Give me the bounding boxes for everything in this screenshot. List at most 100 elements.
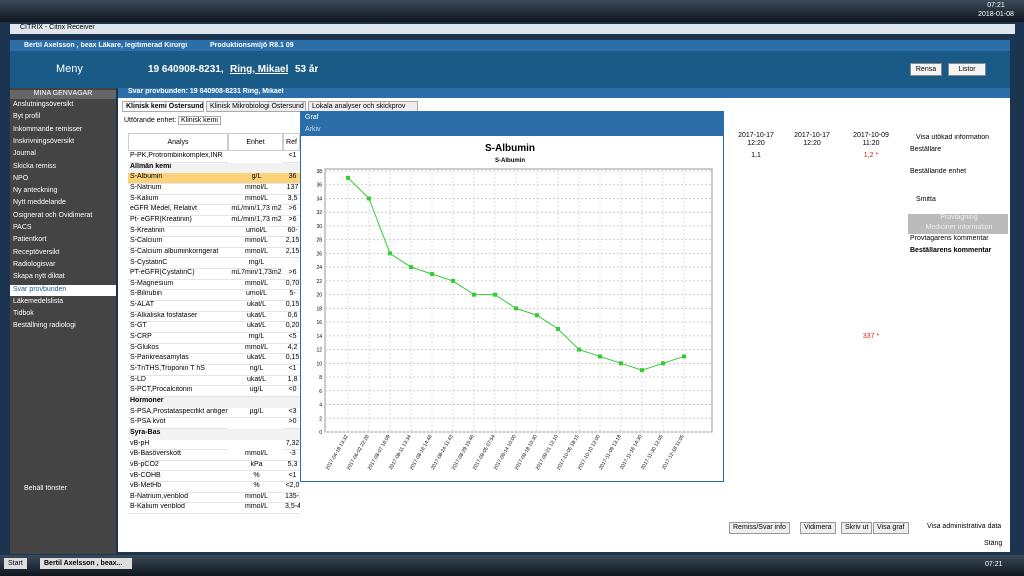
- result-cell: 1,1: [751, 152, 761, 159]
- table-cell: <3: [283, 408, 300, 419]
- table-cell: S-PCT,Procalcitonin: [128, 386, 228, 397]
- graph-menu[interactable]: Arkiv: [301, 124, 723, 136]
- lists-button[interactable]: Listor: [948, 63, 986, 76]
- table-cell: mL/min/1,73 m2: [228, 205, 283, 216]
- side-field[interactable]: Provtagning: [908, 214, 1008, 224]
- table-cell: 0,70: [283, 280, 300, 291]
- y-tick-label: 18: [316, 306, 322, 312]
- table-cell: S-GT: [128, 322, 228, 334]
- taskbar-time: 07:21: [985, 561, 1003, 568]
- table-cell: vB-pH: [128, 440, 228, 451]
- table-cell: S-Pankreasamylas: [128, 354, 228, 365]
- sidebar-item[interactable]: Journal: [13, 150, 36, 158]
- group-row: Hormoner: [128, 396, 300, 408]
- sidebar-item[interactable]: Byt profil: [13, 113, 41, 121]
- table-cell: kPa: [228, 461, 283, 472]
- y-tick-label: 12: [316, 348, 322, 354]
- table-cell: 4,2: [283, 344, 300, 355]
- sidebar-item[interactable]: Inkommande remisser: [13, 125, 83, 133]
- action-button[interactable]: Skriv ut: [841, 522, 873, 534]
- sidebar-item[interactable]: Tidbok: [13, 310, 34, 318]
- table-cell: <1: [283, 472, 300, 483]
- sidebar-item[interactable]: NPÖ: [13, 174, 29, 182]
- chart-title: S-Albumin: [485, 143, 535, 154]
- table-cell: <0: [283, 386, 300, 397]
- table-cell: mL7min/1,73m2: [228, 269, 283, 280]
- task-button[interactable]: Bertil Axelsson , beax...: [40, 558, 132, 569]
- x-tick-label: 2017-08-16 14:46: [409, 434, 434, 471]
- start-button[interactable]: Start: [4, 558, 27, 569]
- table-cell: 1,8: [283, 376, 300, 387]
- table-cell: 36: [283, 173, 300, 184]
- side-field[interactable]: Mediciner information: [908, 224, 1008, 234]
- patient-name: Ring, Mikael: [230, 64, 289, 75]
- side-field[interactable]: Beställarens kommentar: [910, 247, 992, 254]
- x-tick-label: 2017-09-18 10:30: [514, 434, 539, 471]
- table-cell: S-PSA kvot: [128, 418, 228, 429]
- sidebar-title: MINA GENVÄGAR: [10, 90, 116, 99]
- table-cell: vB-COHB: [128, 472, 228, 483]
- x-tick-label: 2017-11-16 14:30: [619, 434, 644, 471]
- result-header: 11:20: [862, 140, 880, 147]
- tab[interactable]: Klinisk kemi Östersund: [122, 101, 204, 112]
- table-cell: mmol/L: [228, 280, 283, 291]
- table-cell: S-Glukos: [128, 344, 228, 355]
- table-cell: <5: [283, 333, 300, 344]
- sidebar-item[interactable]: PACS: [13, 224, 32, 231]
- sidebar-item[interactable]: Ny anteckning: [13, 187, 58, 195]
- tab[interactable]: Klinisk Mikrobiologi Östersund: [206, 101, 306, 112]
- clear-button[interactable]: Rensa: [910, 63, 942, 76]
- side-field: Beställare: [910, 146, 942, 153]
- sidebar-item[interactable]: Svar provbunden: [10, 284, 116, 296]
- y-tick-label: 16: [316, 320, 322, 326]
- app-bar: Bertil Axelsson , beax Läkare, legitimer…: [10, 40, 1010, 51]
- table-cell: vB-MetHb: [128, 482, 228, 493]
- sidebar-item[interactable]: Inskrivningsöversikt: [13, 137, 75, 145]
- sidebar-item[interactable]: Receptöversikt: [13, 248, 60, 256]
- menu-button[interactable]: Meny: [56, 63, 83, 75]
- sidebar-item[interactable]: Läkemedelslista: [13, 297, 64, 305]
- sidebar-item[interactable]: Anslutningsöversikt: [13, 101, 74, 108]
- sidebar-item[interactable]: Radiologisvar: [13, 260, 56, 268]
- sidebar-item[interactable]: Skicka remiss: [13, 162, 57, 170]
- result-header: 2017-10-09: [853, 132, 889, 139]
- action-button[interactable]: Visa graf: [873, 522, 909, 534]
- table-cell: mmol/L: [228, 237, 283, 248]
- table-cell: 137: [283, 184, 300, 195]
- chart-subtitle: S-Albumin: [495, 158, 525, 164]
- sidebar-item[interactable]: Nytt meddelande: [13, 199, 66, 207]
- close-button[interactable]: Stäng: [984, 540, 1003, 547]
- y-tick-label: 4: [319, 403, 322, 409]
- data-point: [472, 292, 476, 297]
- action-button[interactable]: Vidimera: [800, 522, 836, 534]
- table-cell: S-Kalium: [128, 195, 228, 206]
- x-tick-label: 2017-12-18 11:05: [661, 434, 686, 471]
- table-cell: S-Kreatinin: [128, 227, 228, 238]
- table-cell: S-CRP: [128, 333, 228, 344]
- sidebar-item[interactable]: Patientkort: [13, 236, 47, 244]
- data-point: [598, 354, 602, 359]
- action-button[interactable]: Remiss/Svar info: [729, 522, 790, 534]
- sidebar-item[interactable]: Osignerat och Ovidimerat: [13, 211, 93, 219]
- y-tick-label: 36: [316, 183, 322, 189]
- table-cell: 2,15: [283, 248, 300, 259]
- table-cell: P-PK,Protrombinkomplex,INR: [128, 152, 228, 163]
- y-tick-label: 8: [319, 375, 322, 381]
- keep-window[interactable]: Behåll fönster: [24, 485, 67, 492]
- y-tick-label: 22: [316, 279, 322, 285]
- table-cell: 0,6: [283, 312, 300, 323]
- column-header: Ref: [283, 133, 300, 151]
- group-row: Syra-Bas: [128, 428, 300, 440]
- side-field[interactable]: Provtagarens kommentar: [910, 235, 989, 242]
- result-cell: 337 *: [862, 333, 880, 341]
- sidebar-item[interactable]: Skapa nytt diktat: [13, 273, 65, 281]
- table-cell: ukat/L: [228, 354, 283, 365]
- clock-date: 2018-01-08: [978, 11, 1014, 18]
- action-button[interactable]: Visa administrativa data: [927, 523, 1002, 530]
- sidebar-item[interactable]: Beställning radiologi: [13, 322, 76, 330]
- panel-title: Svar provbunden: 19 640908-8231 Ring, Mi…: [118, 88, 1010, 98]
- sidebar: MINA GENVÄGAR Behåll fönster Anslutnings…: [10, 88, 116, 554]
- data-point: [556, 326, 560, 331]
- data-point: [493, 292, 497, 297]
- chart: S-Albumin S-Albumin 02468101214161820222…: [316, 143, 713, 471]
